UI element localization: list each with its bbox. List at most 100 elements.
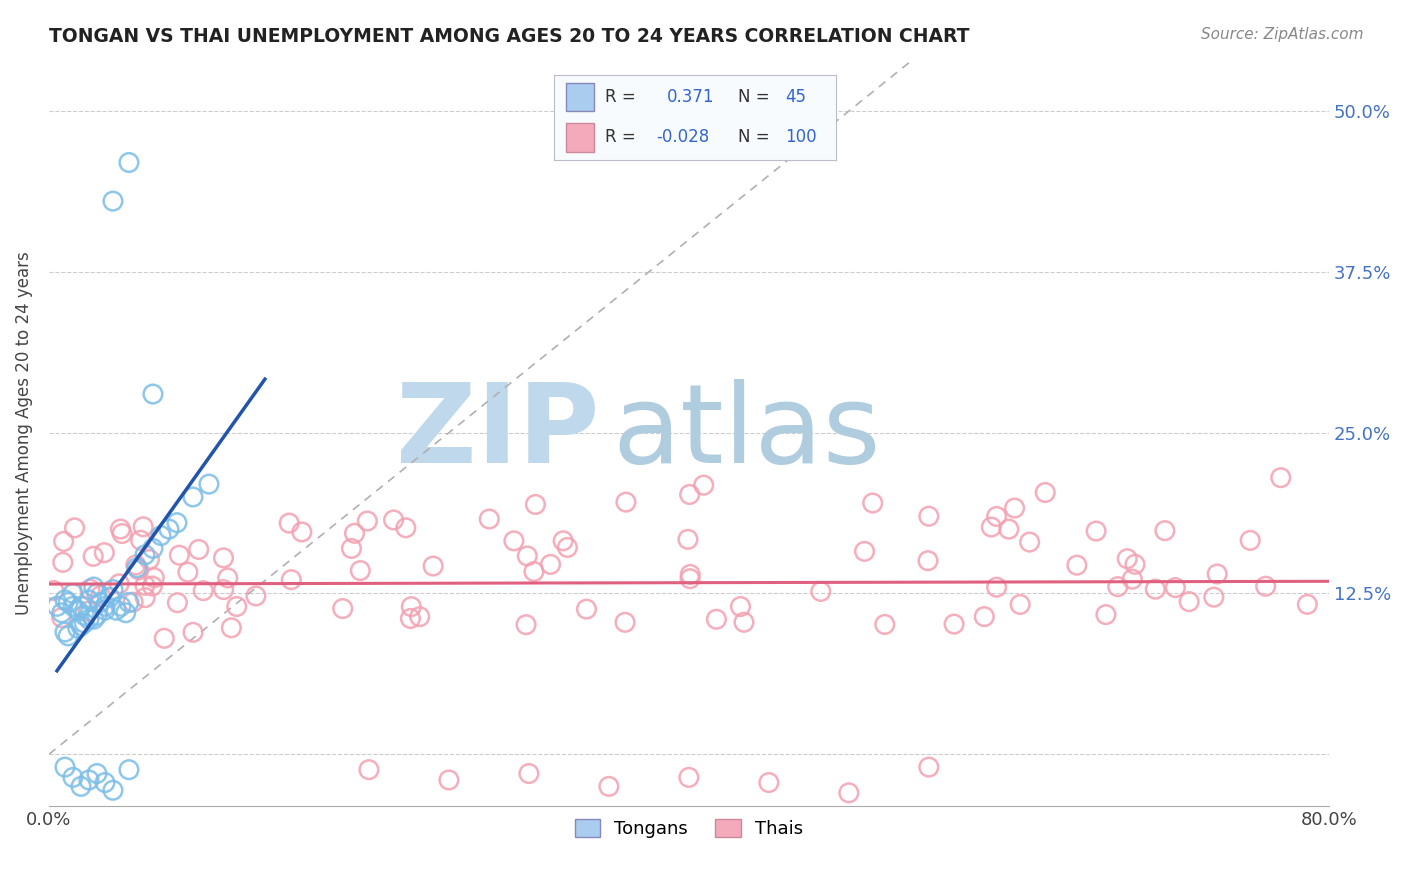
- Point: [82, 549, 104, 564]
- Point: [138, 552, 160, 566]
- Point: [986, 580, 1008, 594]
- Point: [70, 618, 93, 632]
- Point: [70, 780, 93, 794]
- Point: [1033, 485, 1056, 500]
- Point: [62, 771, 84, 785]
- Point: [51, 606, 73, 620]
- Point: [142, 387, 165, 401]
- Point: [598, 780, 620, 794]
- Point: [1296, 598, 1319, 612]
- Point: [1178, 595, 1201, 609]
- Point: [382, 513, 405, 527]
- Point: [52, 534, 75, 549]
- Point: [63, 521, 86, 535]
- Point: [77, 593, 100, 607]
- Point: [89, 589, 111, 603]
- Point: [94, 603, 117, 617]
- Point: [83, 612, 105, 626]
- Point: [46, 599, 69, 614]
- Point: [77, 612, 100, 626]
- Point: [679, 567, 702, 582]
- Point: [110, 522, 132, 536]
- Point: [149, 528, 172, 542]
- Point: [101, 783, 124, 797]
- Point: [973, 609, 995, 624]
- Point: [157, 522, 180, 536]
- Point: [132, 520, 155, 534]
- Point: [678, 487, 700, 501]
- Point: [553, 533, 575, 548]
- Point: [86, 586, 108, 600]
- Point: [557, 541, 579, 555]
- Point: [169, 548, 191, 562]
- Point: [733, 615, 755, 630]
- Point: [118, 763, 141, 777]
- Point: [129, 533, 152, 548]
- Point: [1085, 524, 1108, 538]
- Point: [134, 548, 156, 562]
- Point: [212, 550, 235, 565]
- Point: [225, 599, 247, 614]
- Point: [343, 526, 366, 541]
- Point: [56, 595, 79, 609]
- Point: [1116, 551, 1139, 566]
- Point: [70, 599, 93, 614]
- Point: [1164, 581, 1187, 595]
- Point: [524, 498, 547, 512]
- Point: [575, 602, 598, 616]
- Point: [862, 496, 884, 510]
- Point: [198, 477, 221, 491]
- Point: [187, 542, 209, 557]
- Text: Source: ZipAtlas.com: Source: ZipAtlas.com: [1201, 27, 1364, 42]
- Point: [917, 554, 939, 568]
- Point: [692, 478, 714, 492]
- Point: [758, 775, 780, 789]
- Point: [679, 572, 702, 586]
- Point: [980, 520, 1002, 534]
- Point: [94, 599, 117, 614]
- Point: [143, 571, 166, 585]
- Point: [873, 617, 896, 632]
- Point: [357, 763, 380, 777]
- Point: [53, 593, 76, 607]
- Legend: Tongans, Thais: Tongans, Thais: [568, 812, 810, 846]
- Point: [83, 580, 105, 594]
- Point: [141, 579, 163, 593]
- Point: [73, 615, 96, 630]
- Point: [998, 522, 1021, 536]
- Point: [86, 608, 108, 623]
- Point: [122, 595, 145, 609]
- Point: [111, 526, 134, 541]
- Point: [395, 521, 418, 535]
- Point: [53, 760, 76, 774]
- Point: [42, 583, 65, 598]
- Point: [221, 621, 243, 635]
- Point: [810, 584, 832, 599]
- Point: [918, 760, 941, 774]
- Point: [706, 612, 728, 626]
- Point: [517, 766, 540, 780]
- Point: [108, 576, 131, 591]
- Point: [1107, 580, 1129, 594]
- Point: [515, 617, 537, 632]
- Point: [118, 155, 141, 169]
- Point: [181, 625, 204, 640]
- Point: [399, 611, 422, 625]
- Point: [51, 610, 73, 624]
- Point: [1154, 524, 1177, 538]
- Point: [101, 582, 124, 597]
- Point: [1010, 598, 1032, 612]
- Point: [340, 541, 363, 556]
- Point: [614, 495, 637, 509]
- Point: [1270, 471, 1292, 485]
- Point: [93, 546, 115, 560]
- Point: [1095, 607, 1118, 622]
- Point: [62, 599, 84, 614]
- Point: [1144, 582, 1167, 596]
- Point: [1004, 501, 1026, 516]
- Point: [110, 599, 132, 614]
- Point: [101, 194, 124, 208]
- Point: [114, 606, 136, 620]
- Point: [409, 609, 432, 624]
- Point: [125, 558, 148, 572]
